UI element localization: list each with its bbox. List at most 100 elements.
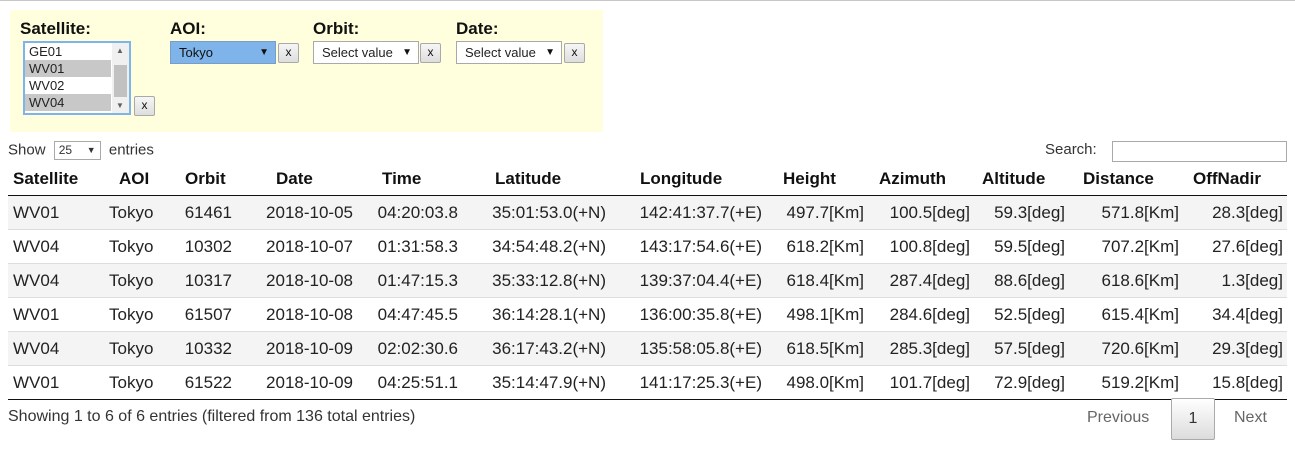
- cell-date: 2018-10-08: [266, 305, 353, 324]
- cell-offnadir: 1.3[deg]: [1221, 271, 1283, 290]
- cell-distance: 720.6[Km]: [1101, 339, 1180, 358]
- results-table: Satellite AOI Orbit Date Time Latitude L…: [8, 163, 1287, 400]
- satellite-option[interactable]: WV02: [29, 78, 65, 93]
- table-body: WV01 Tokyo 61461 2018-10-05 04:20:03.8 35:01:…: [8, 196, 1287, 399]
- clear-aoi-button[interactable]: x: [278, 43, 299, 63]
- dropdown-caret-icon: ▼: [402, 47, 412, 58]
- filter-panel: Satellite: GE01 WV01 WV02 WV04 ▲ ▼ x AOI…: [10, 10, 603, 132]
- cell-longitude: 141:17:25.3(+E): [639, 373, 762, 392]
- clear-orbit-button[interactable]: x: [420, 43, 441, 63]
- cell-orbit: 10332: [184, 339, 232, 358]
- column-header-aoi[interactable]: AOI: [119, 169, 150, 188]
- previous-page-button[interactable]: Previous: [1087, 409, 1150, 426]
- search-input[interactable]: [1112, 141, 1287, 162]
- cell-height: 497.7[Km]: [786, 203, 865, 222]
- scroll-up-arrow-icon[interactable]: ▲: [116, 46, 124, 55]
- entries-length-control: Show 25 ▼ entries: [8, 141, 154, 160]
- cell-azimuth: 100.8[deg]: [889, 237, 970, 256]
- cell-satellite: WV01: [13, 373, 60, 392]
- cell-latitude: 35:33:12.8(+N): [492, 271, 606, 290]
- table-bottom-border: [8, 399, 1287, 400]
- cell-date: 2018-10-09: [266, 339, 353, 358]
- date-select[interactable]: Select value ▼: [456, 41, 562, 64]
- satellite-option[interactable]: WV04: [25, 94, 111, 111]
- search-label: Search:: [1045, 141, 1097, 158]
- table-row: WV04 Tokyo 10302 2018-10-07 01:31:58.3 34:54:…: [8, 229, 1287, 263]
- cell-distance: 618.6[Km]: [1101, 271, 1180, 290]
- cell-altitude: 59.5[deg]: [994, 237, 1065, 256]
- length-suffix: entries: [108, 141, 154, 159]
- aoi-select[interactable]: Tokyo ▼: [170, 41, 276, 64]
- column-header-date[interactable]: Date: [276, 169, 313, 188]
- cell-longitude: 136:00:35.8(+E): [639, 305, 762, 324]
- clear-satellite-button[interactable]: x: [134, 96, 155, 116]
- table-row: WV01 Tokyo 61522 2018-10-09 04:25:51.1 35:14:…: [8, 365, 1287, 399]
- next-page-button[interactable]: Next: [1234, 409, 1267, 426]
- clear-date-button[interactable]: x: [564, 43, 585, 63]
- cell-time: 04:20:03.8: [377, 203, 458, 222]
- cell-time: 04:25:51.1: [377, 373, 458, 392]
- cell-aoi: Tokyo: [109, 271, 154, 290]
- table-info: Showing 1 to 6 of 6 entries (filtered fr…: [8, 408, 416, 425]
- table-row: WV01 Tokyo 61507 2018-10-08 04:47:45.5 36:14:…: [8, 297, 1287, 331]
- cell-azimuth: 284.6[deg]: [889, 305, 970, 324]
- column-header-distance[interactable]: Distance: [1083, 169, 1154, 188]
- scroll-down-arrow-icon[interactable]: ▼: [116, 101, 124, 110]
- cell-time: 01:47:15.3: [377, 271, 458, 290]
- column-header-satellite[interactable]: Satellite: [13, 169, 79, 188]
- cell-aoi: Tokyo: [109, 373, 154, 392]
- cell-azimuth: 100.5[deg]: [889, 203, 970, 222]
- cell-longitude: 142:41:37.7(+E): [639, 203, 762, 222]
- cell-height: 498.0[Km]: [786, 373, 865, 392]
- cell-height: 498.1[Km]: [786, 305, 865, 324]
- cell-time: 02:02:30.6: [377, 339, 458, 358]
- page-1-button[interactable]: 1: [1171, 398, 1215, 440]
- table-row: WV04 Tokyo 10332 2018-10-09 02:02:30.6 36:17:…: [8, 331, 1287, 365]
- cell-distance: 571.8[Km]: [1101, 203, 1180, 222]
- dropdown-caret-icon: ▼: [259, 47, 269, 58]
- cell-offnadir: 29.3[deg]: [1212, 339, 1283, 358]
- cell-orbit: 10302: [184, 237, 232, 256]
- cell-aoi: Tokyo: [109, 203, 154, 222]
- column-header-longitude[interactable]: Longitude: [640, 169, 723, 188]
- column-header-height[interactable]: Height: [783, 169, 836, 188]
- table-header-row: Satellite AOI Orbit Date Time Latitude L…: [8, 163, 1287, 196]
- cell-altitude: 88.6[deg]: [994, 271, 1065, 290]
- cell-date: 2018-10-07: [266, 237, 353, 256]
- entries-length-select[interactable]: 25 ▼: [53, 141, 101, 160]
- cell-satellite: WV04: [13, 339, 60, 358]
- cell-distance: 519.2[Km]: [1101, 373, 1180, 392]
- cell-height: 618.4[Km]: [786, 271, 865, 290]
- satellite-listbox[interactable]: GE01 WV01 WV02 WV04 ▲ ▼: [23, 41, 131, 115]
- satellite-option[interactable]: GE01: [29, 44, 63, 59]
- listbox-scrollbar[interactable]: ▲ ▼: [112, 43, 129, 113]
- cell-latitude: 36:14:28.1(+N): [492, 305, 606, 324]
- column-header-offnadir[interactable]: OffNadir: [1193, 169, 1261, 188]
- scrollbar-thumb[interactable]: [114, 65, 127, 97]
- satellite-option[interactable]: WV01: [25, 60, 111, 77]
- cell-latitude: 34:54:48.2(+N): [492, 237, 606, 256]
- column-header-azimuth[interactable]: Azimuth: [879, 169, 947, 188]
- cell-orbit: 10317: [184, 271, 232, 290]
- cell-date: 2018-10-09: [266, 373, 353, 392]
- satellite-filter-label: Satellite:: [20, 19, 91, 38]
- cell-distance: 707.2[Km]: [1101, 237, 1180, 256]
- date-select-value: Select value: [465, 45, 536, 60]
- cell-offnadir: 27.6[deg]: [1212, 237, 1283, 256]
- column-header-orbit[interactable]: Orbit: [185, 169, 226, 188]
- column-header-latitude[interactable]: Latitude: [495, 169, 562, 188]
- cell-satellite: WV04: [13, 237, 60, 256]
- orbit-select[interactable]: Select value ▼: [313, 41, 419, 64]
- dropdown-caret-icon: ▼: [86, 145, 96, 155]
- cell-latitude: 35:14:47.9(+N): [492, 373, 606, 392]
- cell-latitude: 35:01:53.0(+N): [492, 203, 606, 222]
- cell-azimuth: 285.3[deg]: [889, 339, 970, 358]
- cell-distance: 615.4[Km]: [1101, 305, 1180, 324]
- cell-time: 01:31:58.3: [377, 237, 458, 256]
- column-header-altitude[interactable]: Altitude: [982, 169, 1046, 188]
- cell-azimuth: 287.4[deg]: [889, 271, 970, 290]
- orbit-filter-label: Orbit:: [313, 19, 360, 38]
- column-header-time[interactable]: Time: [382, 169, 422, 188]
- dropdown-caret-icon: ▼: [545, 47, 555, 58]
- cell-altitude: 72.9[deg]: [994, 373, 1065, 392]
